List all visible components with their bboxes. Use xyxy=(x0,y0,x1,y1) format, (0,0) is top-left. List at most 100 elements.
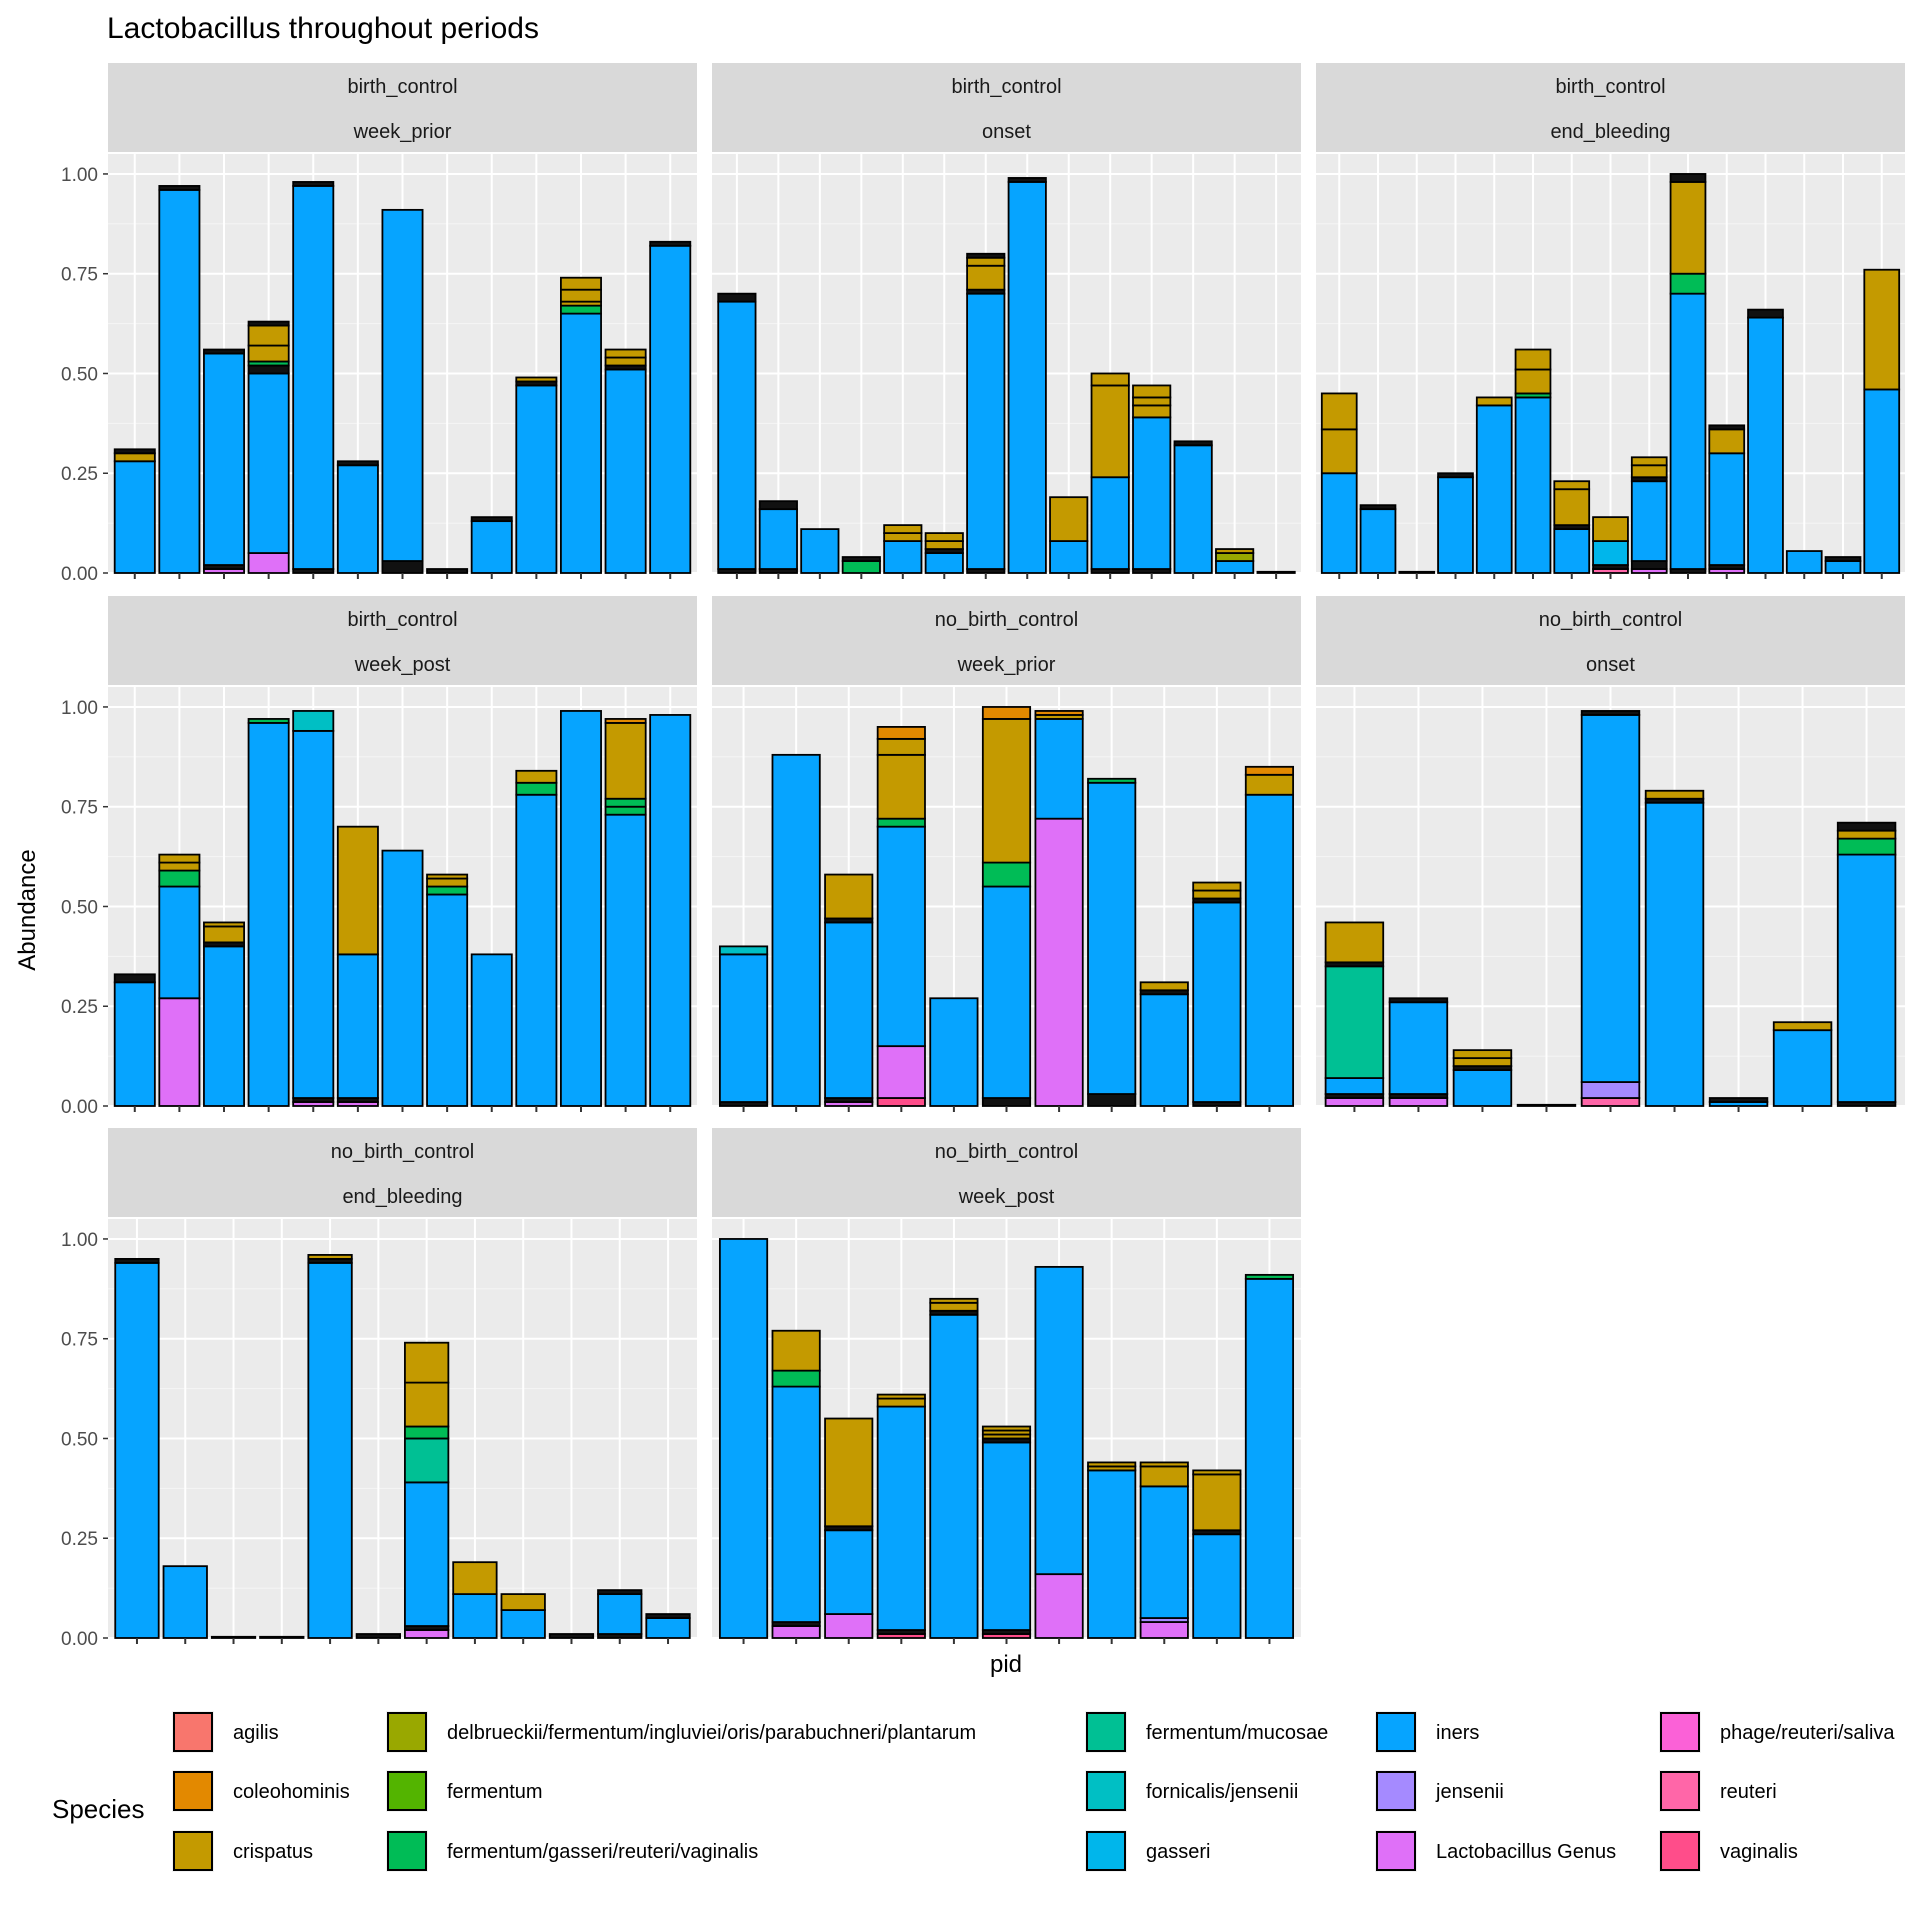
bar-stack xyxy=(1173,440,1213,574)
bar-stack xyxy=(247,320,290,574)
legend-item: reuteri xyxy=(1659,1770,1777,1812)
bar-segment xyxy=(560,304,602,315)
legend-item: fermentum/gasseri/reuteri/vaginalis xyxy=(386,1830,758,1872)
bar-segment xyxy=(929,1313,979,1639)
bar-stack xyxy=(981,1425,1032,1639)
bar-segment xyxy=(1090,384,1130,479)
bar-stack xyxy=(1087,777,1137,1107)
bar-stack xyxy=(158,185,201,574)
facet-strip-period-label: end_bleeding xyxy=(1550,121,1670,143)
bar-stack xyxy=(470,953,513,1107)
bar-segment xyxy=(1452,1049,1513,1060)
legend-item: gasseri xyxy=(1085,1830,1210,1872)
legend-item: fermentum xyxy=(386,1770,543,1812)
bar-segment xyxy=(1644,789,1705,800)
bar-stack xyxy=(1139,981,1189,1107)
bar-stack xyxy=(426,873,469,1107)
bar-stack xyxy=(247,718,290,1107)
bar-segment xyxy=(1139,1621,1189,1639)
bar-segment xyxy=(1359,508,1397,574)
bar-stack xyxy=(876,1393,926,1639)
bar-stack xyxy=(203,921,245,1107)
bar-segment xyxy=(1824,556,1862,562)
legend-label: vaginalis xyxy=(1720,1841,1798,1863)
bar-segment xyxy=(247,722,290,1107)
legend-swatch xyxy=(1086,1771,1126,1811)
bar-segment xyxy=(500,1609,546,1639)
bar-segment xyxy=(824,1529,874,1615)
bar-segment xyxy=(1139,1461,1189,1468)
chart-title: Lactobacillus throughout periods xyxy=(107,12,539,45)
bar-segment xyxy=(1087,777,1137,784)
legend-label: crispatus xyxy=(233,1841,313,1863)
bar-segment xyxy=(1132,404,1172,419)
bar-segment xyxy=(771,1369,821,1388)
bar-stack xyxy=(771,753,821,1107)
bar-stack xyxy=(1785,550,1823,574)
bar-segment xyxy=(1087,1461,1137,1468)
bar-segment xyxy=(1256,570,1296,574)
bar-segment xyxy=(981,1097,1032,1107)
bar-segment xyxy=(1007,181,1047,574)
bar-segment xyxy=(718,945,769,956)
facet-strip-group-label: no_birth_control xyxy=(331,1141,474,1163)
legend: Species agilis coleohominis crispatus delbr… xyxy=(52,1711,1895,1872)
facet-strip-group-label: birth_control xyxy=(951,76,1061,98)
bar-segment xyxy=(1580,710,1641,716)
y-tick-label: 0.75 xyxy=(61,798,98,819)
bar-segment xyxy=(758,508,798,570)
bar-segment xyxy=(1772,1021,1833,1032)
bar-segment xyxy=(1514,368,1552,395)
bar-segment xyxy=(336,460,379,467)
bar-segment xyxy=(876,1397,926,1408)
bar-stack xyxy=(717,292,757,574)
bar-segment xyxy=(1215,560,1255,574)
bar-segment xyxy=(113,981,156,1107)
legend-swatch xyxy=(1660,1712,1700,1752)
bar-segment xyxy=(718,953,769,1103)
bar-segment xyxy=(924,540,964,550)
facet-strip-period-label: end_bleeding xyxy=(342,1186,462,1208)
legend-swatch xyxy=(173,1831,213,1871)
y-tick-label: 1.00 xyxy=(61,698,98,719)
legend-swatch xyxy=(1086,1831,1126,1871)
bar-segment xyxy=(1708,452,1746,566)
facet-strip xyxy=(712,596,1301,685)
bar-segment xyxy=(1324,1097,1385,1107)
bar-segment xyxy=(292,710,335,732)
legend-label: fermentum/gasseri/reuteri/vaginalis xyxy=(447,1841,758,1863)
bar-stack xyxy=(1836,821,1897,1107)
bar-segment xyxy=(1592,540,1629,566)
bar-stack xyxy=(718,1238,769,1639)
bar-segment xyxy=(1772,1029,1833,1107)
bar-stack xyxy=(548,1633,595,1639)
bar-segment xyxy=(876,1045,926,1099)
bar-segment xyxy=(876,726,926,740)
bar-segment xyxy=(876,737,926,756)
bar-stack xyxy=(1256,570,1296,574)
facet-strip xyxy=(108,63,697,152)
bar-segment xyxy=(758,500,798,511)
bar-segment xyxy=(1173,440,1213,447)
bar-segment xyxy=(1669,173,1707,183)
bar-stack xyxy=(307,1254,353,1639)
legend-item: coleohominis xyxy=(172,1770,350,1812)
bar-segment xyxy=(981,706,1032,720)
bar-segment xyxy=(404,1437,450,1484)
bar-segment xyxy=(426,893,469,1107)
bar-segment xyxy=(1139,1465,1189,1488)
bar-segment xyxy=(292,185,335,570)
bar-segment xyxy=(1244,1277,1295,1639)
bar-segment xyxy=(1244,765,1295,776)
facet-strip-period-label: week_prior xyxy=(957,654,1056,676)
bar-stack xyxy=(604,718,647,1107)
facet-strip-group-label: birth_control xyxy=(1555,76,1665,98)
bar-segment xyxy=(876,1097,926,1107)
bar-segment xyxy=(158,189,201,574)
bar-segment xyxy=(1475,404,1513,574)
bar-segment xyxy=(1669,181,1707,275)
bar-stack xyxy=(966,252,1006,574)
bar-stack xyxy=(824,1417,874,1639)
bar-segment xyxy=(966,252,1006,259)
